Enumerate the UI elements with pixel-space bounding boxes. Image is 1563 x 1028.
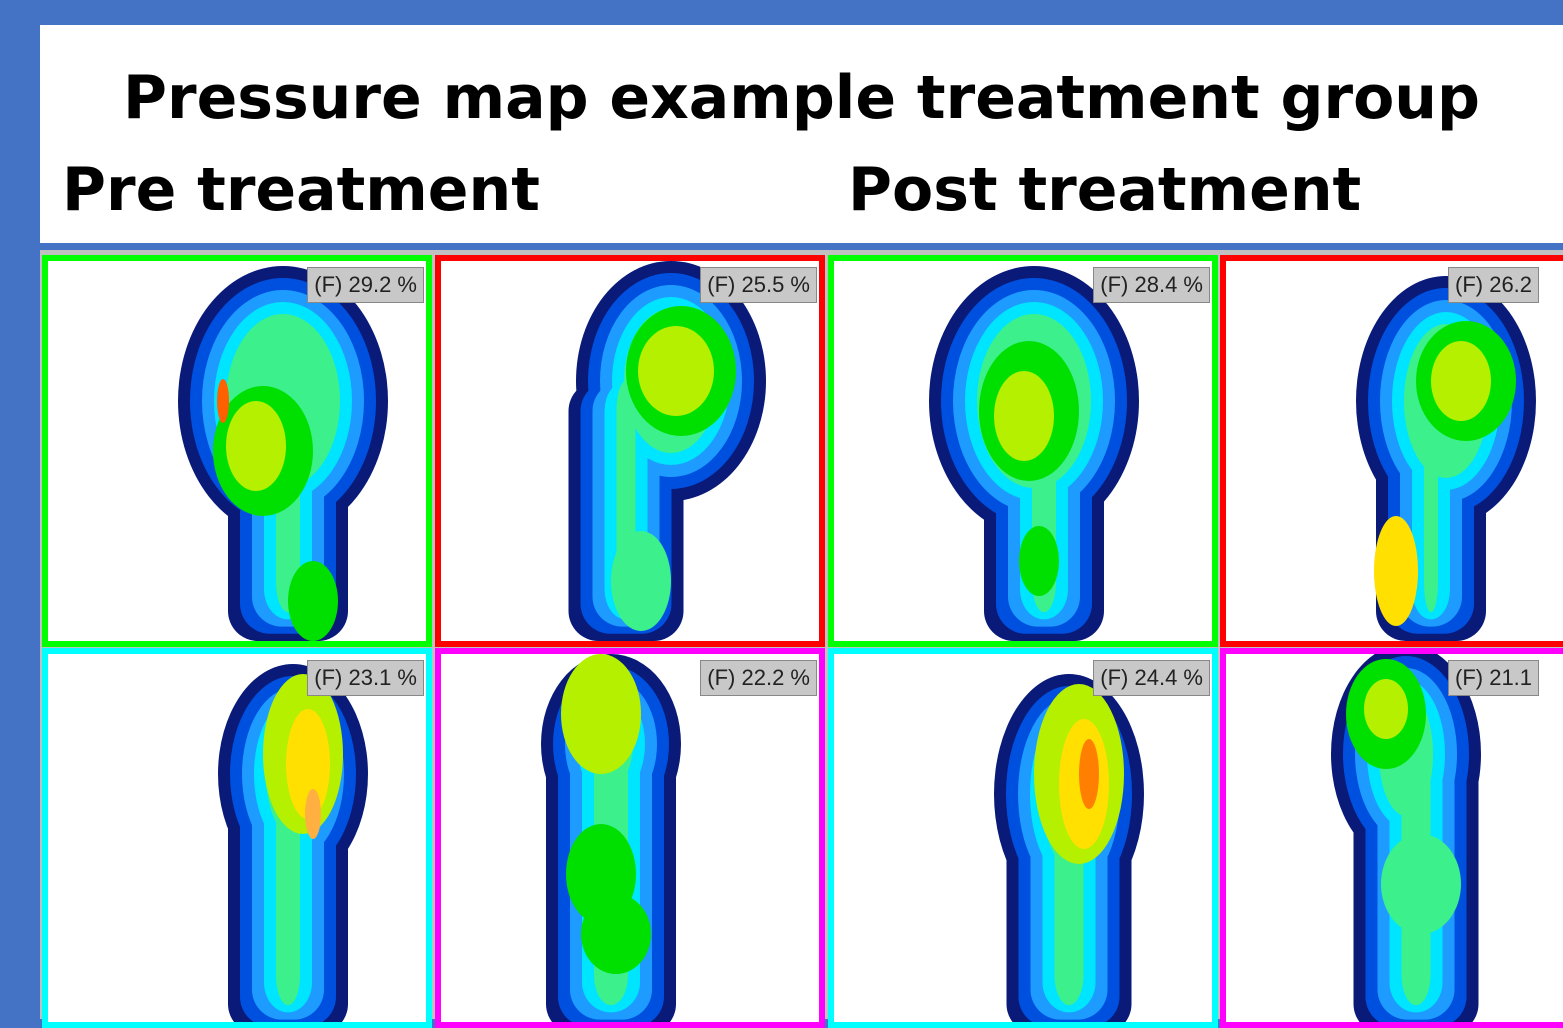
pressure-hotspot	[581, 894, 651, 974]
pressure-panel: (F) 21.1	[1220, 648, 1563, 1028]
pressure-panel: (F) 29.2 %	[42, 255, 432, 647]
force-label: (F) 26.2	[1448, 267, 1539, 303]
pressure-panel: (F) 22.2 %	[435, 648, 825, 1028]
pressure-hotspot	[561, 654, 641, 774]
header: Pressure map example treatment group Pre…	[40, 25, 1563, 243]
pressure-panel: (F) 25.5 %	[435, 255, 825, 647]
pressure-map	[1226, 654, 1563, 1028]
force-label: (F) 24.4 %	[1093, 660, 1210, 696]
pressure-map	[48, 654, 428, 1028]
force-label: (F) 21.1	[1448, 660, 1539, 696]
pressure-hotspot	[1019, 526, 1059, 596]
pressure-map	[834, 654, 1214, 1028]
pressure-panel: (F) 28.4 %	[828, 255, 1218, 647]
pressure-map	[441, 261, 821, 641]
pressure-map	[1226, 261, 1563, 641]
pressure-hotspot	[1381, 834, 1461, 934]
force-label: (F) 29.2 %	[307, 267, 424, 303]
pressure-hotspot	[1364, 679, 1408, 739]
force-label: (F) 28.4 %	[1093, 267, 1210, 303]
pressure-zone	[1424, 401, 1438, 612]
pressure-hotspot	[226, 401, 286, 491]
right-heading: Post treatment	[848, 155, 1361, 225]
pressure-hotspot	[1374, 516, 1418, 626]
pressure-hotspot	[994, 371, 1054, 461]
pressure-hotspot	[1431, 341, 1491, 421]
pressure-hotspot	[1079, 739, 1099, 809]
pressure-panel: (F) 24.4 %	[828, 648, 1218, 1028]
pressure-panel: (F) 23.1 %	[42, 648, 432, 1028]
slide: {"header": {"title": "Pressure map examp…	[0, 0, 1563, 1019]
force-label: (F) 22.2 %	[700, 660, 817, 696]
pressure-map	[441, 654, 821, 1028]
pressure-hotspot	[217, 379, 229, 423]
pressure-map	[48, 261, 428, 641]
pressure-panel: (F) 26.2	[1220, 255, 1563, 647]
force-label: (F) 25.5 %	[700, 267, 817, 303]
pressure-hotspot	[611, 531, 671, 631]
pressure-hotspot	[305, 789, 321, 839]
pressure-map	[834, 261, 1214, 641]
title: Pressure map example treatment group	[40, 63, 1563, 133]
force-label: (F) 23.1 %	[307, 660, 424, 696]
pressure-map-grid: (F) 29.2 % (F) 25.5 % (F) 28.4 % (F) 26.2 (F…	[40, 250, 1563, 1019]
left-heading: Pre treatment	[62, 155, 540, 225]
pressure-hotspot	[288, 561, 338, 641]
pressure-hotspot	[638, 326, 714, 416]
